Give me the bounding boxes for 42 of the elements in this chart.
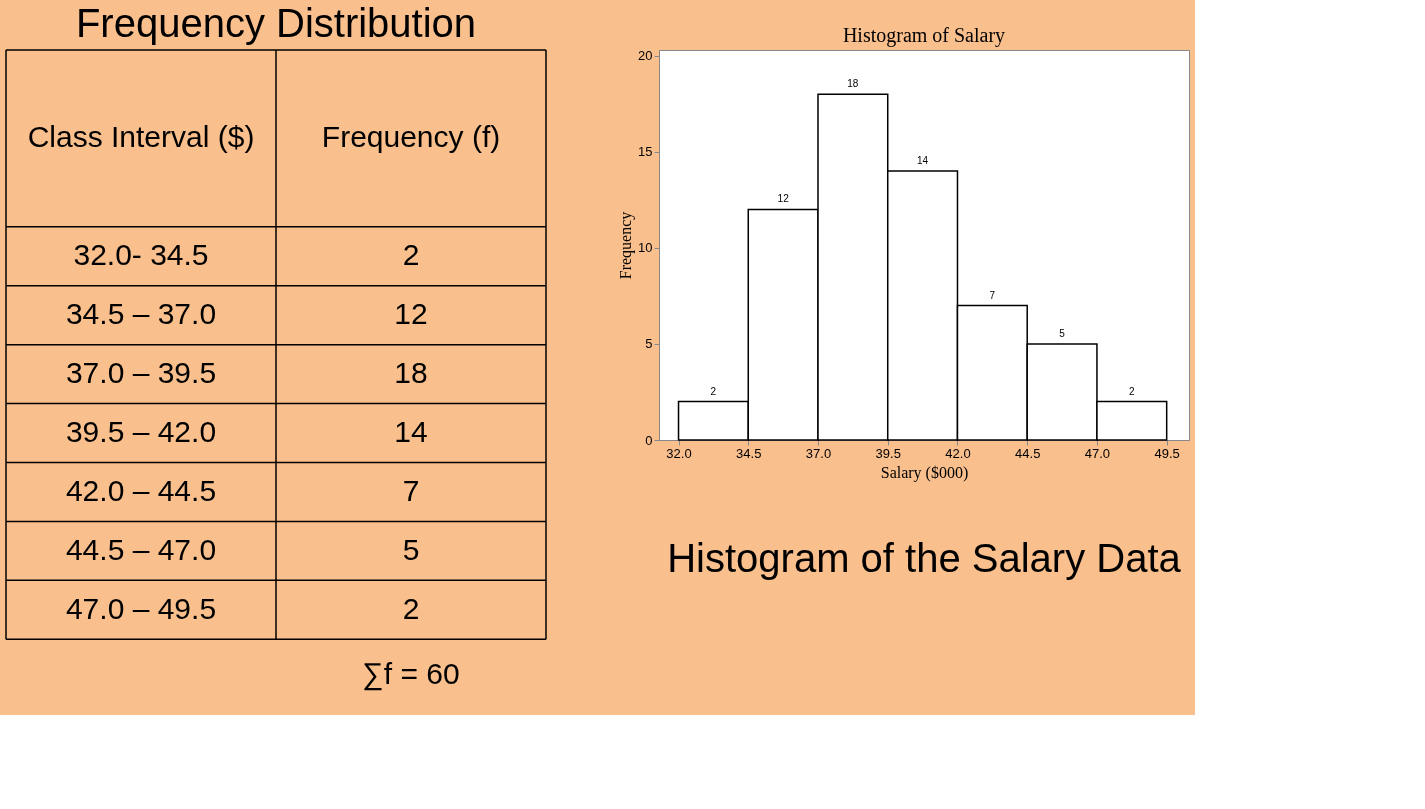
x-tick-label: 47.0 [1084,445,1111,461]
text: Frequency Distribution [75,1,477,46]
x-tick-label: 34.5 [736,445,762,461]
y-tick-label: 10 [638,240,653,256]
text: Class Interval ($) [27,120,255,154]
y-axis-title: Frequency [617,211,636,280]
text: 14 [394,415,428,449]
y-tick-label: 5 [645,336,653,352]
x-tick-label: 32.0 [666,445,692,461]
y-tick-label: 0 [645,432,653,448]
text: 37.0 – 39.5 [65,356,217,390]
data-label: 2 [710,385,717,397]
text: ∑f = 60 [362,656,460,691]
text: 2 [402,591,420,625]
text: 39.5 – 42.0 [65,415,217,449]
x-tick-label: 37.0 [805,445,832,461]
text: 34.5 – 37.0 [65,297,217,331]
data-label: 7 [989,289,996,301]
text: 7 [402,473,420,507]
chart-title: Histogram of Salary [842,23,1006,47]
data-label: 2 [1129,385,1136,397]
data-label: 14 [917,155,929,167]
text: Frequency (f) [321,120,501,154]
data-label: 5 [1059,327,1066,339]
text: 12 [394,297,428,331]
y-tick-label: 15 [638,144,653,160]
text: Histogram of the Salary Data [667,536,1182,580]
text: 18 [394,356,428,390]
text: 2 [402,238,420,272]
text: 47.0 – 49.5 [65,591,217,625]
data-label: 12 [777,193,790,205]
x-tick-label: 44.5 [1015,445,1041,461]
x-axis-title: Salary ($000) [880,463,969,482]
x-tick-label: 42.0 [945,445,971,461]
data-label: 18 [847,78,859,90]
x-tick-label: 49.5 [1154,445,1180,461]
x-tick-label: 39.5 [875,445,901,461]
text: 42.0 – 44.5 [65,473,217,507]
text: 32.0- 34.5 [73,238,209,272]
y-tick-label: 20 [638,48,653,64]
text: 5 [402,532,420,566]
text: 44.5 – 47.0 [65,532,217,566]
